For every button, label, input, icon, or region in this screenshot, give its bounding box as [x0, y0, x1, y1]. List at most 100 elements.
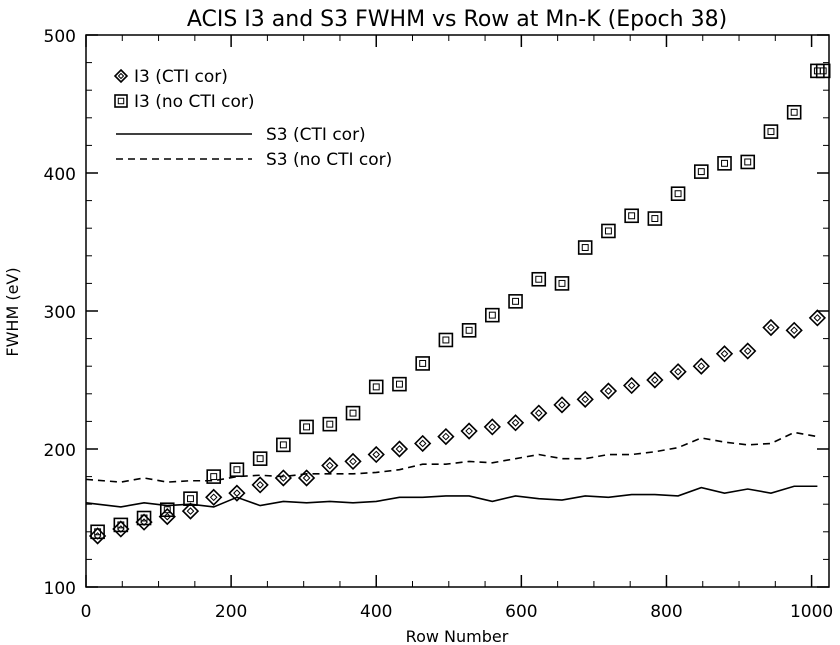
diamond-point — [715, 345, 734, 363]
square-point-inner — [819, 67, 827, 75]
series-2 — [85, 485, 818, 508]
square-point — [461, 323, 477, 338]
diamond-point — [460, 422, 478, 440]
diamond-point — [205, 488, 223, 506]
square-point-inner — [465, 326, 473, 334]
legend-diamond-icon — [113, 68, 129, 84]
square-point — [276, 437, 291, 453]
diamond-point — [669, 363, 687, 381]
square-point-inner — [117, 521, 125, 529]
diamond-point — [135, 513, 153, 531]
square-point-inner — [419, 359, 427, 367]
square-point-inner — [163, 506, 171, 514]
square-point-inner — [279, 441, 287, 449]
diamond-point-inner — [790, 326, 799, 335]
series-3 — [85, 431, 818, 483]
diamond-point-inner — [372, 450, 381, 459]
square-point-inner — [187, 495, 194, 503]
square-point — [345, 405, 361, 421]
square-point-inner — [256, 455, 264, 463]
diamond-point-inner — [325, 461, 334, 470]
square-point — [113, 517, 129, 533]
square-point — [252, 451, 268, 466]
square-point — [763, 124, 779, 139]
y-tick-label: 500 — [44, 27, 76, 47]
diamond-point-inner — [627, 381, 636, 390]
square-point — [717, 156, 732, 171]
legend-item: I3 (no CTI cor) — [114, 92, 255, 112]
diamond-point — [785, 321, 803, 339]
y-tick-label: 300 — [44, 303, 76, 323]
diamond-point — [553, 396, 571, 414]
square-point — [647, 211, 663, 226]
diamond-point — [367, 445, 385, 464]
legend-square-icon-inner — [117, 97, 125, 105]
square-point-inner — [674, 190, 682, 198]
x-tick-label: 0 — [81, 602, 92, 622]
x-tick-label: 600 — [505, 602, 537, 622]
square-point — [786, 104, 802, 120]
chart-title: ACIS I3 and S3 FWHM vs Row at Mn-K (Epoc… — [187, 7, 727, 32]
legend-label: S3 (CTI cor) — [266, 125, 366, 145]
diamond-point-inner — [395, 445, 404, 453]
diamond-point-inner — [581, 395, 590, 404]
legend-label: S3 (no CTI cor) — [266, 150, 392, 170]
diamond-point-inner — [442, 432, 450, 441]
square-point — [438, 332, 454, 348]
square-point — [508, 294, 523, 309]
square-point-inner — [744, 158, 752, 166]
legend-diamond-icon-inner — [117, 72, 125, 80]
diamond-point — [576, 390, 594, 408]
diamond-point-inner — [349, 457, 357, 466]
data-marks — [85, 63, 831, 545]
diamond-point-inner — [674, 367, 682, 376]
square-point — [415, 356, 430, 371]
legend-item: S3 (CTI cor) — [116, 125, 366, 145]
square-point-inner — [442, 336, 450, 344]
square-point — [693, 164, 709, 179]
square-point-inner — [140, 514, 148, 522]
axis-ticks: 0 200 400 600 800 1000 100 200 300 400 500 — [44, 27, 834, 622]
diamond-point — [321, 456, 339, 475]
square-point-inner — [512, 297, 520, 305]
square-point-inner — [581, 244, 589, 251]
diamond-point — [483, 418, 501, 436]
diamond-point — [88, 527, 107, 545]
diamond-point — [297, 469, 316, 487]
square-point-inner — [721, 159, 728, 167]
diamond-point — [390, 440, 409, 458]
x-axis-label: Row Number — [406, 627, 509, 645]
diamond-point — [762, 318, 780, 337]
diamond-point — [344, 452, 362, 471]
diamond-point — [692, 357, 710, 375]
diamond-point — [437, 427, 455, 446]
diamond-point-inner — [256, 481, 264, 489]
square-point — [183, 491, 198, 506]
y-tick-label: 100 — [44, 579, 76, 599]
square-point-inner — [488, 311, 496, 319]
diamond-point — [646, 371, 664, 389]
diamond-point-inner — [604, 387, 613, 395]
diamond-point-inner — [465, 427, 473, 435]
diamond-point-inner — [302, 474, 311, 482]
diamond-point-inner — [534, 409, 543, 417]
square-point-inner — [372, 383, 380, 391]
square-point-inner — [604, 227, 612, 235]
diamond-point — [181, 502, 200, 520]
y-axis-label: FWHM (eV) — [3, 267, 22, 356]
square-point — [815, 63, 831, 79]
x-tick-label: 1000 — [790, 602, 833, 622]
square-point — [229, 462, 245, 478]
legend-square-icon — [114, 94, 128, 108]
square-point — [392, 376, 407, 392]
diamond-point — [506, 414, 525, 432]
y-tick-label: 200 — [44, 441, 76, 461]
square-point-inner — [395, 380, 403, 388]
square-point-inner — [233, 466, 241, 474]
square-point — [485, 307, 500, 323]
square-point-inner — [303, 423, 311, 431]
square-point-inner — [94, 528, 102, 536]
diamond-point-inner — [511, 418, 520, 427]
square-point — [299, 419, 314, 435]
square-point-inner — [628, 212, 636, 220]
